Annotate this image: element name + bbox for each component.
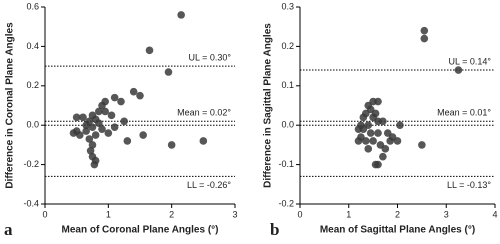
- x-tick-label: 3: [232, 209, 237, 219]
- reference-label: Mean = 0.01°: [437, 108, 491, 118]
- y-axis-label: Difference in Sagittal Plane Angles: [263, 23, 274, 188]
- reference-label: LL = -0.26°: [187, 180, 231, 190]
- point: [386, 137, 394, 145]
- y-tick-label: -0.2: [278, 198, 294, 208]
- point: [98, 125, 106, 133]
- point: [381, 145, 390, 153]
- point: [374, 97, 382, 106]
- point: [129, 87, 138, 96]
- point: [88, 123, 97, 131]
- x-tick-label: 4: [492, 209, 497, 219]
- y-tick-label: 0.3: [281, 1, 294, 11]
- point: [177, 11, 185, 19]
- y-tick-label: 0.2: [26, 80, 39, 90]
- y-tick-label: -0.2: [23, 159, 39, 169]
- point: [120, 117, 128, 126]
- x-tick-label: 0: [297, 209, 302, 219]
- point: [79, 113, 87, 122]
- point: [98, 101, 106, 110]
- x-axis-label: Mean of Coronal Plane Angles (°): [62, 225, 219, 236]
- y-tick-label: -0.1: [278, 159, 294, 169]
- point: [86, 147, 95, 155]
- point: [91, 131, 100, 139]
- point: [88, 141, 97, 149]
- y-tick-label: 0.1: [281, 80, 294, 90]
- point: [374, 129, 382, 137]
- point: [139, 131, 147, 139]
- x-tick-label: 2: [395, 209, 400, 219]
- panel-label: b: [270, 220, 279, 239]
- point: [167, 141, 176, 149]
- y-tick-label: -0.4: [23, 198, 39, 208]
- y-tick-label: 0.6: [26, 1, 39, 11]
- point: [366, 129, 375, 137]
- x-tick-label: 1: [106, 209, 111, 219]
- point: [374, 160, 382, 169]
- point: [364, 145, 373, 153]
- point: [110, 93, 119, 102]
- y-axis-label: Difference in Coronal Plane Angles: [5, 22, 16, 189]
- y-tick-label: 0.0: [26, 120, 39, 130]
- point: [76, 131, 84, 139]
- point: [107, 111, 116, 120]
- point: [145, 46, 154, 55]
- point: [72, 113, 81, 122]
- point: [354, 137, 363, 145]
- point: [136, 91, 144, 100]
- x-tick-label: 0: [42, 209, 47, 219]
- point: [418, 141, 426, 149]
- point: [420, 34, 429, 43]
- x-tick-label: 1: [346, 209, 351, 219]
- reference-label: Mean = 0.02°: [177, 108, 231, 118]
- reference-label: UL = 0.30°: [188, 52, 231, 62]
- point: [117, 97, 125, 106]
- point: [393, 137, 402, 145]
- point: [454, 66, 463, 74]
- point: [359, 113, 368, 122]
- panel-label: a: [4, 220, 13, 239]
- reference-label: UL = 0.14°: [448, 56, 491, 66]
- point: [95, 119, 103, 128]
- point: [82, 127, 90, 135]
- point: [359, 125, 368, 133]
- point: [82, 121, 90, 129]
- point: [362, 137, 370, 145]
- point: [85, 135, 94, 143]
- point: [369, 137, 377, 145]
- point: [379, 117, 387, 126]
- point: [396, 121, 404, 129]
- point: [104, 129, 113, 137]
- point: [69, 129, 78, 137]
- point: [90, 160, 99, 169]
- figure: -0.4 -0.2 0.0 0.2 0.4 0.6 0 1 2 3 UL = 0.30° Mean =…: [4, 1, 498, 239]
- y-tick-label: 0.0: [281, 120, 294, 130]
- x-tick-label: 2: [169, 209, 174, 219]
- point: [95, 107, 103, 116]
- point: [420, 26, 429, 35]
- x-axis-label: Mean of Sagittal Plane Angles (°): [320, 225, 475, 236]
- y-tick-label: 0.2: [281, 41, 294, 51]
- point: [164, 68, 173, 76]
- point: [101, 107, 109, 116]
- point: [110, 123, 119, 131]
- y-tick-label: 0.4: [26, 41, 39, 51]
- point: [199, 137, 208, 145]
- x-tick-label: 3: [444, 209, 449, 219]
- point: [379, 152, 387, 161]
- point: [123, 137, 132, 145]
- reference-label: LL = -0.13°: [447, 180, 491, 190]
